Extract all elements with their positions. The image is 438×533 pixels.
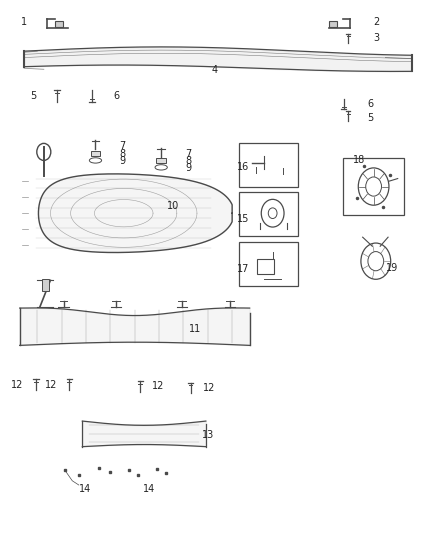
Text: 14: 14 <box>143 484 155 494</box>
Bar <box>239 242 298 286</box>
Text: 18: 18 <box>353 155 365 165</box>
Text: 10: 10 <box>167 201 179 211</box>
Bar <box>156 158 166 163</box>
Text: 1: 1 <box>21 18 27 27</box>
Text: 5: 5 <box>367 114 373 123</box>
Text: 5: 5 <box>30 91 36 101</box>
Bar <box>239 143 298 187</box>
Text: 12: 12 <box>11 380 24 390</box>
Text: 8: 8 <box>185 156 191 166</box>
Text: 7: 7 <box>185 149 191 158</box>
Bar <box>343 158 404 215</box>
Text: 13: 13 <box>202 431 214 440</box>
Polygon shape <box>39 174 232 253</box>
Text: 2: 2 <box>374 18 380 27</box>
Bar <box>42 279 49 291</box>
Text: 11: 11 <box>189 324 201 334</box>
Bar <box>91 151 100 156</box>
Text: 12: 12 <box>152 382 164 391</box>
Text: 7: 7 <box>120 141 126 151</box>
Text: 4: 4 <box>212 66 218 75</box>
Bar <box>239 192 298 236</box>
Text: 17: 17 <box>237 264 249 274</box>
Bar <box>55 21 63 27</box>
Text: 15: 15 <box>237 214 249 223</box>
Text: 9: 9 <box>185 164 191 173</box>
Text: 6: 6 <box>367 99 373 109</box>
Text: 3: 3 <box>374 34 380 43</box>
Text: 8: 8 <box>120 149 126 158</box>
Text: 16: 16 <box>237 163 249 172</box>
Text: 19: 19 <box>386 263 398 272</box>
Text: 14: 14 <box>79 484 92 494</box>
Text: 12: 12 <box>203 383 215 393</box>
Text: 6: 6 <box>113 91 119 101</box>
Text: 12: 12 <box>45 380 57 390</box>
Bar <box>329 21 337 27</box>
Bar <box>257 259 274 274</box>
Text: 9: 9 <box>120 156 126 166</box>
